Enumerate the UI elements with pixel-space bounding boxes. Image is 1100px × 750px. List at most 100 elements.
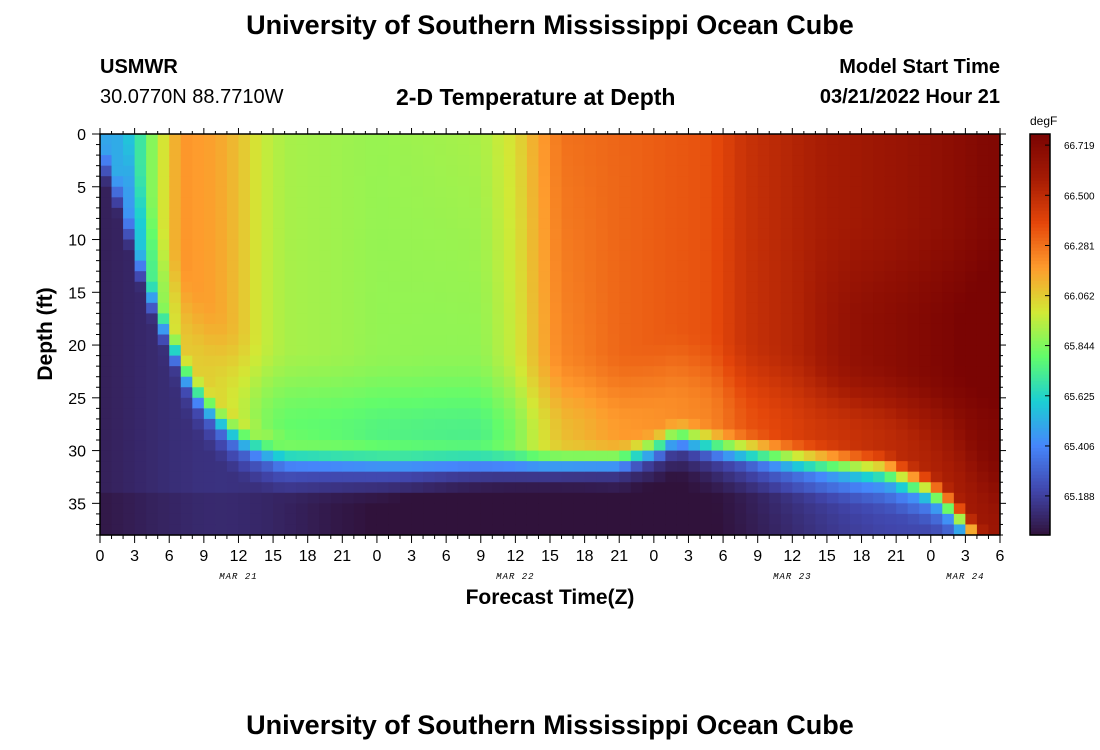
heat-cell: [988, 218, 1001, 230]
heat-cell: [630, 450, 643, 462]
heat-cell: [180, 387, 193, 399]
heat-cell: [584, 503, 597, 515]
heat-cell: [203, 376, 216, 388]
heat-cell: [561, 281, 574, 293]
heat-cell: [273, 281, 286, 293]
heat-cell: [988, 429, 1001, 441]
heat-cell: [665, 281, 678, 293]
heat-cell: [953, 260, 966, 272]
heat-cell: [942, 260, 955, 272]
heat-cell: [469, 313, 482, 325]
heat-cell: [273, 355, 286, 367]
heat-cell: [919, 524, 932, 536]
colorbar-swatch: [1030, 147, 1050, 152]
heat-cell: [976, 250, 990, 262]
heat-cell: [388, 503, 401, 515]
colorbar-swatch: [1030, 324, 1050, 329]
heat-cell: [192, 408, 205, 420]
heat-cell: [746, 186, 759, 198]
heat-cell: [723, 186, 736, 198]
heat-cell: [411, 323, 424, 336]
heat-cell: [653, 355, 666, 367]
heat-cell: [676, 155, 690, 167]
heat-cell: [376, 302, 390, 314]
heat-cell: [561, 524, 574, 536]
heat-cell: [492, 165, 505, 177]
heat-cell: [965, 471, 978, 483]
heat-cell: [273, 323, 286, 336]
heat-cell: [226, 186, 240, 198]
heat-cell: [861, 302, 874, 314]
heat-cell: [700, 513, 713, 526]
heat-cell: [215, 134, 228, 146]
heat-cell: [446, 334, 459, 346]
heat-cell: [596, 355, 609, 367]
heat-cell: [850, 218, 863, 230]
heat-cell: [226, 292, 240, 304]
heat-cell: [423, 271, 436, 283]
heat-cell: [192, 503, 205, 515]
heat-cell: [734, 387, 747, 399]
heat-cell: [111, 376, 124, 388]
heat-cell: [123, 144, 136, 156]
heat-cell: [676, 302, 690, 314]
colorbar-swatch: [1030, 371, 1050, 376]
heat-cell: [457, 418, 470, 431]
heat-cell: [526, 440, 540, 452]
heat-cell: [942, 429, 955, 441]
heat-cell: [550, 345, 563, 357]
heat-cell: [976, 387, 990, 399]
heat-cell: [180, 524, 193, 536]
colorbar-swatch: [1030, 408, 1050, 412]
heat-cell: [400, 218, 413, 230]
heat-cell: [734, 345, 747, 357]
heat-cell: [469, 440, 482, 452]
heat-cell: [676, 503, 690, 515]
y-tick-label: 0: [77, 127, 86, 144]
heat-cell: [446, 450, 459, 462]
heat-cell: [319, 366, 332, 378]
heat-cell: [503, 228, 516, 241]
heat-cell: [942, 376, 955, 388]
heat-cell: [111, 271, 124, 283]
heat-cell: [365, 503, 378, 515]
heat-cell: [515, 440, 528, 452]
heat-cell: [400, 186, 413, 198]
heat-cell: [134, 334, 147, 346]
heat-cell: [896, 492, 909, 504]
heat-cell: [769, 239, 782, 251]
heat-cell: [700, 165, 713, 177]
heat-cell: [873, 323, 886, 336]
heat-cell: [815, 165, 828, 177]
heat-cell: [711, 418, 724, 431]
heat-cell: [896, 366, 909, 378]
heat-cell: [423, 418, 436, 431]
heat-cell: [423, 250, 436, 262]
heat-cell: [919, 134, 932, 146]
heat-cell: [930, 397, 943, 409]
heat-cell: [457, 397, 470, 409]
heat-cell: [873, 429, 886, 441]
heat-cell: [215, 313, 228, 325]
heat-cell: [884, 376, 897, 388]
heat-cell: [676, 176, 690, 188]
heat-cell: [480, 260, 493, 272]
heat-cell: [538, 450, 551, 462]
heat-cell: [457, 461, 470, 473]
heat-cell: [319, 134, 332, 146]
heat-cell: [861, 165, 874, 177]
heat-cell: [376, 207, 390, 220]
heat-cell: [503, 218, 516, 230]
heat-cell: [826, 366, 840, 378]
heat-cell: [180, 492, 193, 504]
heat-cell: [734, 302, 747, 314]
heat-cell: [411, 165, 424, 177]
heat-cell: [907, 292, 920, 304]
heat-cell: [342, 155, 355, 167]
heat-cell: [238, 302, 251, 314]
heat-cell: [953, 397, 966, 409]
heat-cell: [307, 239, 320, 251]
heat-cell: [273, 450, 286, 462]
heat-cell: [746, 271, 759, 283]
heat-cell: [203, 408, 216, 420]
